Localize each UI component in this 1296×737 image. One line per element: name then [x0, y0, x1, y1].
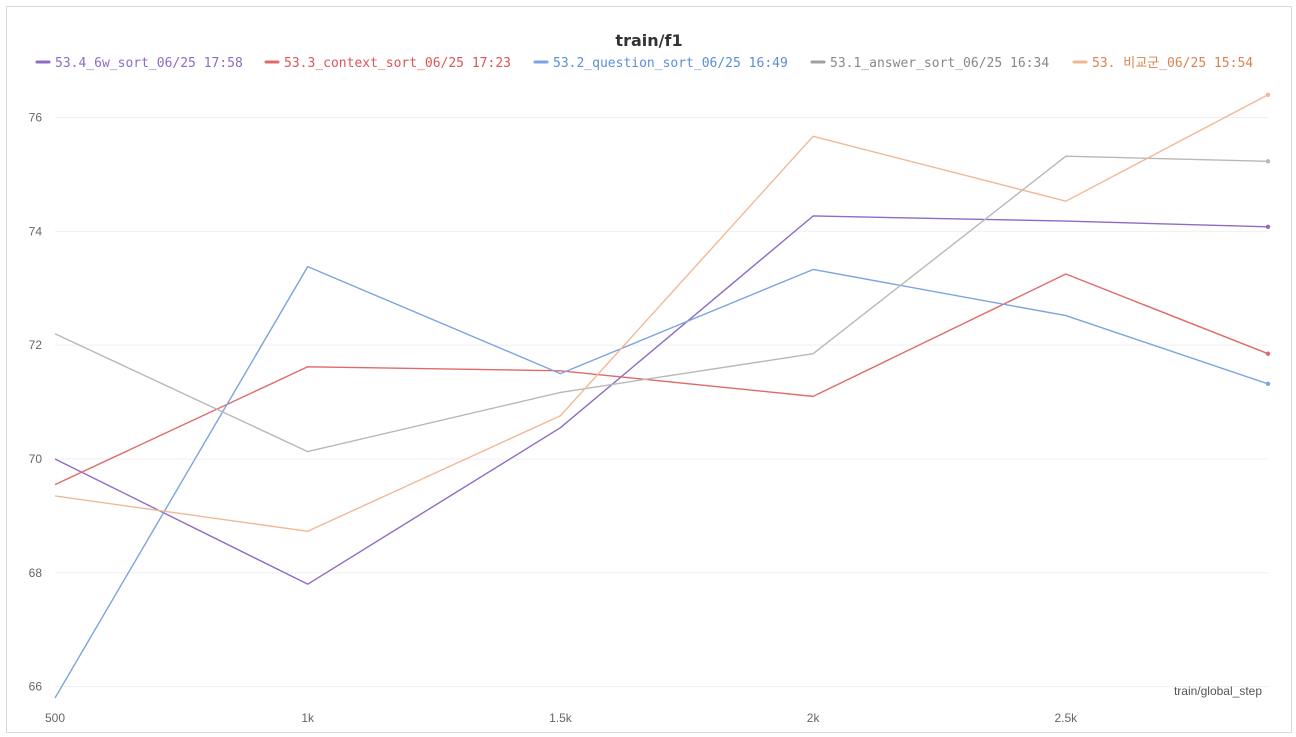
x-tick-label: 500: [45, 711, 65, 725]
series-lines[interactable]: [54, 92, 1271, 699]
series-line-3[interactable]: [54, 265, 1269, 699]
series-line-5[interactable]: [54, 94, 1269, 532]
x-tick-label: 1k: [301, 711, 315, 725]
y-tick-label: 76: [29, 111, 43, 125]
series-end-point-4: [1265, 159, 1271, 164]
y-tick-label: 74: [29, 224, 43, 238]
series-end-point-3: [1265, 381, 1271, 387]
x-axis-label: train/global_step: [1174, 684, 1262, 698]
x-axis-ticks: 500 1k 1.5k 2k 2.5k: [45, 711, 1078, 725]
legend-item-2[interactable]: 53.3_context_sort_06/25 17:23: [264, 56, 511, 71]
legend-label: 53. 비교군_06/25 15:54: [1092, 56, 1253, 71]
chart-panel: [6, 6, 1292, 733]
legend-label: 53.4_6w_sort_06/25 17:58: [55, 56, 243, 71]
series-end-point-2: [1265, 351, 1271, 356]
legend-label: 53.1_answer_sort_06/25 16:34: [830, 56, 1049, 71]
series-end-point-5: [1265, 92, 1271, 97]
x-tick-label: 2k: [807, 711, 821, 725]
series-line-4[interactable]: [54, 155, 1269, 453]
y-tick-label: 70: [29, 452, 43, 466]
legend[interactable]: 53.4_6w_sort_06/25 17:58 53.3_context_sor…: [35, 56, 1253, 71]
legend-label: 53.3_context_sort_06/25 17:23: [284, 56, 511, 71]
legend-item-1[interactable]: 53.4_6w_sort_06/25 17:58: [35, 56, 243, 71]
series-line-2[interactable]: [54, 273, 1269, 486]
legend-item-5[interactable]: 53. 비교군_06/25 15:54: [1072, 56, 1253, 71]
y-tick-label: 72: [29, 338, 43, 352]
legend-label: 53.2_question_sort_06/25 16:49: [553, 56, 788, 71]
y-axis-ticks: 66 68 70 72 74 76: [29, 111, 43, 694]
y-tick-label: 66: [29, 680, 43, 694]
x-tick-label: 2.5k: [1054, 711, 1078, 725]
legend-item-3[interactable]: 53.2_question_sort_06/25 16:49: [533, 56, 788, 71]
gridlines: [55, 117, 1268, 688]
legend-item-4[interactable]: 53.1_answer_sort_06/25 16:34: [810, 56, 1049, 71]
series-end-point-1: [1265, 224, 1271, 229]
chart-title: train/f1: [615, 31, 682, 50]
y-tick-label: 68: [29, 566, 43, 580]
x-tick-label: 1.5k: [549, 711, 573, 725]
